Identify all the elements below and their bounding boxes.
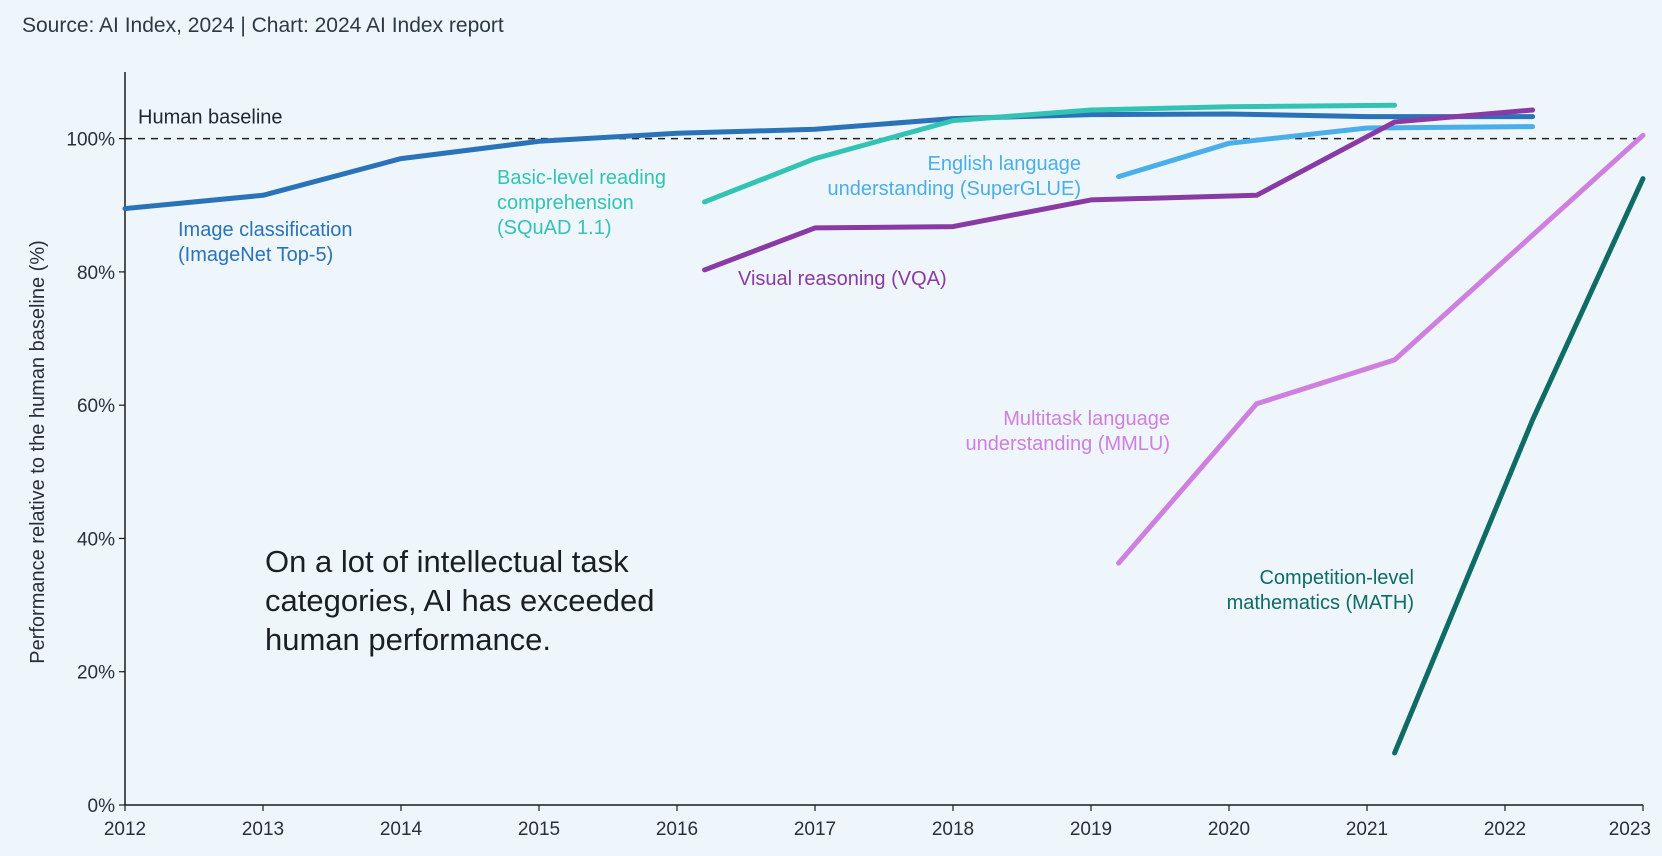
series-label-line: Competition-level	[1259, 567, 1414, 589]
x-tick-label: 2013	[242, 819, 284, 840]
series-line-mmlu	[1116, 132, 1646, 566]
headline-line-1: On a lot of intellectual task	[265, 544, 629, 579]
x-tick-label: 2015	[518, 819, 560, 840]
headline-line-2: categories, AI has exceeded	[265, 583, 654, 618]
series-label-math: Competition-level mathematics (MATH)	[1227, 567, 1414, 614]
series-label-line: (ImageNet Top-5)	[178, 244, 333, 266]
series-line-squad	[702, 102, 1398, 205]
x-tick-label: 2018	[932, 819, 974, 840]
y-tick-label: 20%	[77, 663, 115, 684]
x-tick-label: 2020	[1208, 819, 1250, 840]
series-label-line: understanding (MMLU)	[965, 433, 1170, 455]
series-line-superglue	[1116, 124, 1536, 180]
x-tick-label: 2021	[1346, 819, 1388, 840]
series-label-line: understanding (SuperGLUE)	[828, 178, 1081, 200]
series-label-line: Visual reasoning (VQA)	[738, 268, 947, 290]
x-tick-label: 2023	[1609, 819, 1651, 840]
y-tick-label: 100%	[66, 130, 115, 151]
source-note: Source: AI Index, 2024 | Chart: 2024 AI …	[22, 14, 504, 37]
human-baseline-label: Human baseline	[138, 107, 283, 129]
x-tick-label: 2014	[380, 819, 423, 840]
series-label-layer: Image classification (ImageNet Top-5) Basi…	[178, 153, 1414, 614]
y-tick-label: 40%	[77, 529, 115, 550]
series-label-line: Multitask language	[1003, 408, 1170, 430]
x-tick-label: 2019	[1070, 819, 1112, 840]
y-axis-title: Performance relative to the human baseli…	[27, 240, 49, 664]
series-label-line: mathematics (MATH)	[1227, 592, 1414, 614]
headline: On a lot of intellectual task categories…	[265, 544, 663, 657]
y-tick-label: 0%	[88, 796, 116, 817]
series-line-imagenet	[122, 111, 1536, 212]
series-layer	[122, 102, 1646, 756]
series-label-superglue: English language understanding (SuperGLUE…	[828, 153, 1081, 200]
series-label-mmlu: Multitask language understanding (MMLU)	[965, 408, 1170, 455]
y-tick-label: 60%	[77, 396, 115, 417]
series-label-vqa: Visual reasoning (VQA)	[738, 268, 947, 290]
x-tick-label: 2022	[1484, 819, 1526, 840]
series-label-line: Image classification	[178, 219, 353, 241]
series-label-line: (SQuAD 1.1)	[497, 217, 611, 239]
headline-line-3: human performance.	[265, 622, 551, 657]
series-label-line: comprehension	[497, 192, 634, 214]
series-label-squad: Basic-level reading comprehension (SQuAD 1…	[497, 167, 666, 239]
x-tick-label: 2016	[656, 819, 698, 840]
series-line-vqa	[702, 107, 1536, 273]
series-label-imagenet: Image classification (ImageNet Top-5)	[178, 219, 353, 266]
series-line-math	[1392, 176, 1646, 756]
x-tick-label: 2017	[794, 819, 836, 840]
series-label-line: Basic-level reading	[497, 167, 666, 189]
y-tick-label: 80%	[77, 263, 115, 284]
x-tick-label: 2012	[104, 819, 146, 840]
series-label-line: English language	[928, 153, 1081, 175]
